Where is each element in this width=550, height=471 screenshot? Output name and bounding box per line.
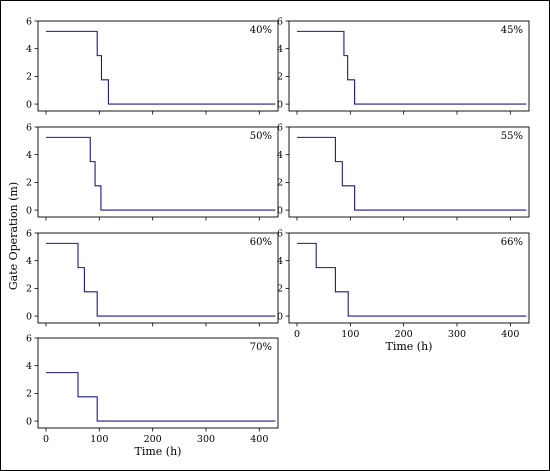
x-tick-label: 0 <box>43 434 49 445</box>
y-tick-label: 2 <box>26 284 32 295</box>
y-tick-label: 4 <box>277 256 283 267</box>
panel-4: 0 2 4 6 55% <box>277 122 530 221</box>
y-tick-label: 6 <box>277 16 283 27</box>
panel-percentage-label: 66% <box>501 237 523 248</box>
plot-frame <box>37 232 279 324</box>
panel-7: 0 2 4 6 0 100 200 300 400 Time (h) 70% <box>26 333 279 458</box>
x-tick-label: 300 <box>448 329 466 340</box>
y-tick-label: 0 <box>26 311 32 322</box>
x-tick-label: 0 <box>294 329 300 340</box>
y-tick-label: 2 <box>277 284 283 295</box>
gate-operation-line <box>46 30 276 105</box>
y-tick-label: 0 <box>277 99 283 110</box>
panel-percentage-label: 70% <box>250 342 272 353</box>
gate-operation-line <box>297 30 527 105</box>
x-axis-title: Time (h) <box>386 340 433 353</box>
plot-frame <box>288 232 530 324</box>
x-tick-label: 300 <box>197 434 215 445</box>
panel-percentage-label: 50% <box>250 131 272 142</box>
x-tick-label: 200 <box>144 434 162 445</box>
panel-2: 0 2 4 6 45% <box>277 16 530 115</box>
y-tick-label: 0 <box>277 205 283 216</box>
y-tick-label: 4 <box>26 150 32 161</box>
x-tick-label: 400 <box>250 434 268 445</box>
y-tick-label: 2 <box>277 178 283 189</box>
y-tick-label: 6 <box>277 228 283 239</box>
x-tick-label: 100 <box>341 329 359 340</box>
y-tick-label: 0 <box>26 205 32 216</box>
y-tick-label: 2 <box>277 72 283 83</box>
y-tick-label: 2 <box>26 178 32 189</box>
gate-operation-line <box>297 136 527 211</box>
panel-percentage-label: 40% <box>250 25 272 36</box>
y-tick-label: 4 <box>26 256 32 267</box>
x-tick-label: 100 <box>90 434 108 445</box>
y-tick-label: 2 <box>26 72 32 83</box>
y-tick-label: 6 <box>277 122 283 133</box>
y-tick-label: 0 <box>26 99 32 110</box>
panel-3: 0 2 4 6 50% <box>26 122 279 221</box>
gate-operation-line <box>46 372 276 422</box>
plot-frame <box>37 337 279 429</box>
x-axis-title: Time (h) <box>135 445 182 458</box>
y-tick-label: 0 <box>26 416 32 427</box>
plot-frame <box>37 20 279 112</box>
plot-frame <box>37 126 279 218</box>
panel-5: 0 2 4 6 60% <box>26 228 279 327</box>
y-tick-label: 4 <box>277 44 283 55</box>
gate-operation-line <box>46 136 276 211</box>
y-tick-label: 6 <box>26 16 32 27</box>
y-tick-label: 4 <box>277 150 283 161</box>
y-tick-label: 6 <box>26 228 32 239</box>
y-tick-label: 0 <box>277 311 283 322</box>
panel-1: 0 2 4 6 40% <box>26 16 279 115</box>
panel-percentage-label: 45% <box>501 25 523 36</box>
y-tick-label: 4 <box>26 44 32 55</box>
panel-6: 0 2 4 6 0 100 200 300 400 Time (h) 66% <box>277 228 530 353</box>
plot-frame <box>288 126 530 218</box>
plot-frame <box>288 20 530 112</box>
y-axis-title: Gate Operation (m) <box>7 182 20 290</box>
y-tick-label: 6 <box>26 333 32 344</box>
gate-operation-line <box>297 242 527 317</box>
gate-operation-line <box>46 242 276 317</box>
y-tick-label: 6 <box>26 122 32 133</box>
panel-percentage-label: 55% <box>501 131 523 142</box>
y-tick-label: 4 <box>26 361 32 372</box>
x-tick-label: 200 <box>395 329 413 340</box>
panel-percentage-label: 60% <box>250 237 272 248</box>
y-tick-label: 2 <box>26 389 32 400</box>
x-tick-label: 400 <box>501 329 519 340</box>
